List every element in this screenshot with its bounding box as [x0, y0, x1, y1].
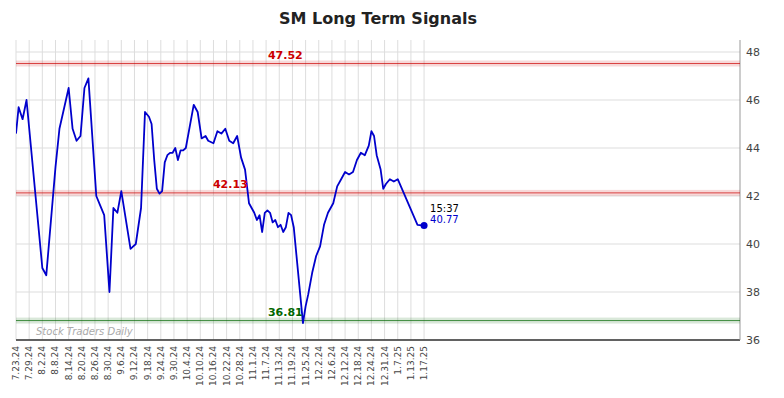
x-tick-label: 9.6.24 — [116, 346, 126, 375]
x-tick-label: 11.1.24 — [248, 346, 258, 381]
y-tick-label: 46 — [746, 94, 760, 107]
y-tick-label: 42 — [746, 190, 760, 203]
x-tick-label: 1.17.25 — [419, 346, 429, 380]
chart-container: SM Long Term Signals 36 38 40 42 44 46 48 7.23.2… — [0, 0, 784, 398]
x-tick-label: 11.19.24 — [287, 346, 297, 386]
last-price-label: 40.77 — [430, 214, 459, 225]
y-grid-line — [16, 148, 740, 149]
x-tick-label: 10.28.24 — [235, 346, 245, 386]
x-tick-label: 10.4.24 — [182, 346, 192, 381]
signal-band — [16, 61, 740, 67]
grid — [16, 40, 740, 340]
x-tick-label: 10.10.24 — [195, 346, 205, 386]
y-grid-line — [16, 100, 740, 101]
last-time-label: 15:37 — [430, 203, 459, 214]
x-tick-label: 9.18.24 — [143, 346, 153, 381]
y-grid-line — [16, 52, 740, 53]
x-tick-label: 1.7.25 — [393, 346, 403, 375]
plot-area — [16, 61, 740, 324]
x-tick-label: 1.13.25 — [406, 346, 416, 380]
x-tick-label: 8.26.24 — [90, 346, 100, 381]
x-tick-label: 12.2.24 — [314, 346, 324, 381]
x-tick-label: 9.24.24 — [156, 346, 166, 381]
y-grid-line — [16, 244, 740, 245]
x-tick-label: 8.30.24 — [103, 346, 113, 381]
x-tick-label: 8.2.24 — [37, 346, 47, 375]
signal-band — [16, 318, 740, 324]
y-tick-label: 38 — [746, 286, 760, 299]
watermark: Stock Traders Daily — [36, 326, 134, 337]
x-tick-label: 7.29.24 — [24, 346, 34, 381]
signal-label: 36.81 — [268, 306, 303, 319]
x-tick-label: 9.30.24 — [169, 346, 179, 381]
x-tick-label: 7.23.24 — [11, 346, 21, 381]
signal-line — [16, 63, 740, 64]
x-tick-label: 12.12.24 — [340, 346, 350, 386]
signal-label: 42.13 — [213, 178, 248, 191]
y-tick-label: 48 — [746, 46, 760, 59]
signal-label: 47.52 — [268, 49, 303, 62]
y-tick-label: 36 — [746, 334, 760, 347]
x-tick-label: 11.13.24 — [274, 346, 284, 386]
x-tick-label: 12.18.24 — [353, 346, 363, 386]
x-axis-line — [16, 339, 740, 341]
x-tick-label: 11.7.24 — [261, 346, 271, 381]
chart-svg: SM Long Term Signals 36 38 40 42 44 46 48 7.23.2… — [0, 0, 784, 398]
title: SM Long Term Signals — [279, 9, 477, 28]
signal-band — [16, 190, 740, 196]
x-tick-label: 8.14.24 — [64, 346, 74, 381]
signal-line — [16, 320, 740, 321]
x-tick-label: 12.24.24 — [366, 346, 376, 386]
x-tick-label: 12.6.24 — [327, 346, 337, 381]
x-tick-label: 8.20.24 — [77, 346, 87, 381]
y-grid-line — [16, 340, 740, 341]
signal-line — [16, 192, 740, 193]
x-tick-label: 11.25.24 — [301, 346, 311, 386]
last-point — [421, 222, 428, 229]
y-grid-line — [16, 292, 740, 293]
x-tick-label: 10.16.24 — [208, 346, 218, 386]
x-tick-label: 8.8.24 — [50, 346, 60, 375]
y-tick-label: 40 — [746, 238, 760, 251]
y-tick-label: 44 — [746, 142, 760, 155]
x-tick-label: 9.12.24 — [129, 346, 139, 381]
x-tick-label: 10.22.24 — [222, 346, 232, 386]
price-line — [16, 78, 424, 323]
x-tick-label: 12.31.24 — [380, 346, 390, 386]
